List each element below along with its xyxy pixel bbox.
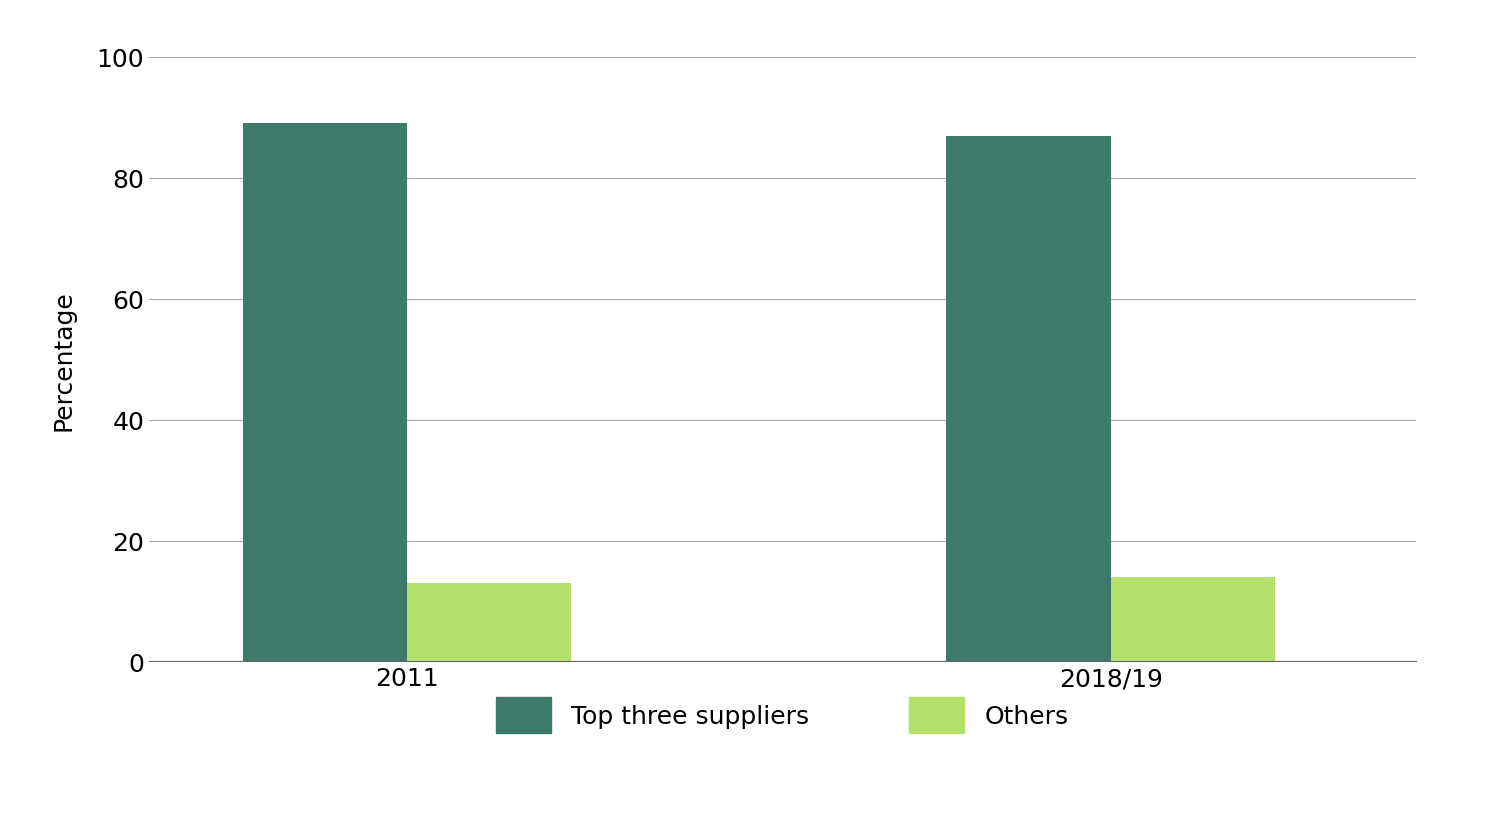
Bar [243, 124, 407, 662]
Bar [1110, 577, 1275, 662]
Legend: Top three suppliers, Others: Top three suppliers, Others [471, 672, 1094, 758]
Y-axis label: Percentage: Percentage [52, 289, 76, 430]
Bar [946, 136, 1110, 662]
Bar [407, 583, 571, 662]
